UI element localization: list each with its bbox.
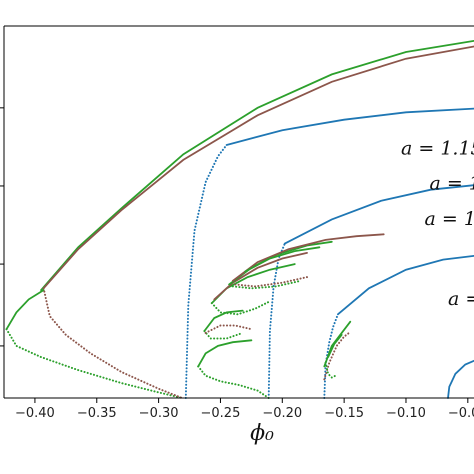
series-line-brown-8: [42, 45, 474, 290]
series-line-green-9: [5, 289, 45, 331]
x-axis-label: ϕ₀: [250, 421, 274, 446]
x-tick-label-2: −0.30: [139, 406, 179, 421]
series-line-green-22: [231, 279, 302, 290]
series-line-green-14: [203, 309, 244, 332]
series-line-brown-23: [234, 276, 308, 288]
x-tick-label-4: −0.20: [262, 406, 302, 421]
x-tick-label-6: −0.10: [386, 406, 426, 421]
annotation-label-0: a = 1.15: [401, 137, 474, 159]
x-tick-label-1: −0.35: [77, 406, 117, 421]
series-line-brown-11: [42, 287, 184, 399]
series-line-blue-6: [447, 359, 474, 399]
series-line-green-18: [210, 300, 271, 316]
series-line-brown-19: [213, 252, 308, 301]
series-line-green-15: [203, 330, 244, 340]
chart-plot-area: −0.40 −0.35 −0.30 −0.25 −0.20 −0.15 −0.10 −0.05…: [0, 25, 474, 446]
series-line-green-28: [327, 333, 343, 358]
annotation-label-3: a =: [448, 288, 474, 310]
series-line-green-10: [5, 328, 184, 399]
series-line-blue-1: [184, 144, 228, 399]
series-line-brown-16: [204, 324, 253, 334]
annotation-label-1: a = 1.2: [429, 173, 474, 195]
series-line-green-24: [244, 246, 321, 273]
series-line-green-25: [323, 320, 352, 368]
x-tick-label-3: −0.25: [201, 406, 241, 421]
series-line-green-7: [40, 40, 474, 291]
series-line-blue-5: [323, 313, 339, 399]
annotation-label-2: a = 1: [425, 208, 474, 230]
series-line-brown-26: [323, 331, 351, 381]
x-tick-label-5: −0.15: [324, 406, 364, 421]
series-line-green-12: [197, 339, 253, 368]
series-line-blue-4: [337, 255, 474, 316]
series-line-green-13: [197, 365, 270, 399]
series-line-green-27: [324, 361, 337, 379]
x-tick-label-7: −0.05: [448, 406, 474, 421]
x-tick-label-0: −0.40: [15, 406, 55, 421]
series-line-blue-2: [283, 184, 474, 245]
series-line-blue-0: [225, 107, 474, 146]
series-line-brown-21: [231, 233, 385, 282]
